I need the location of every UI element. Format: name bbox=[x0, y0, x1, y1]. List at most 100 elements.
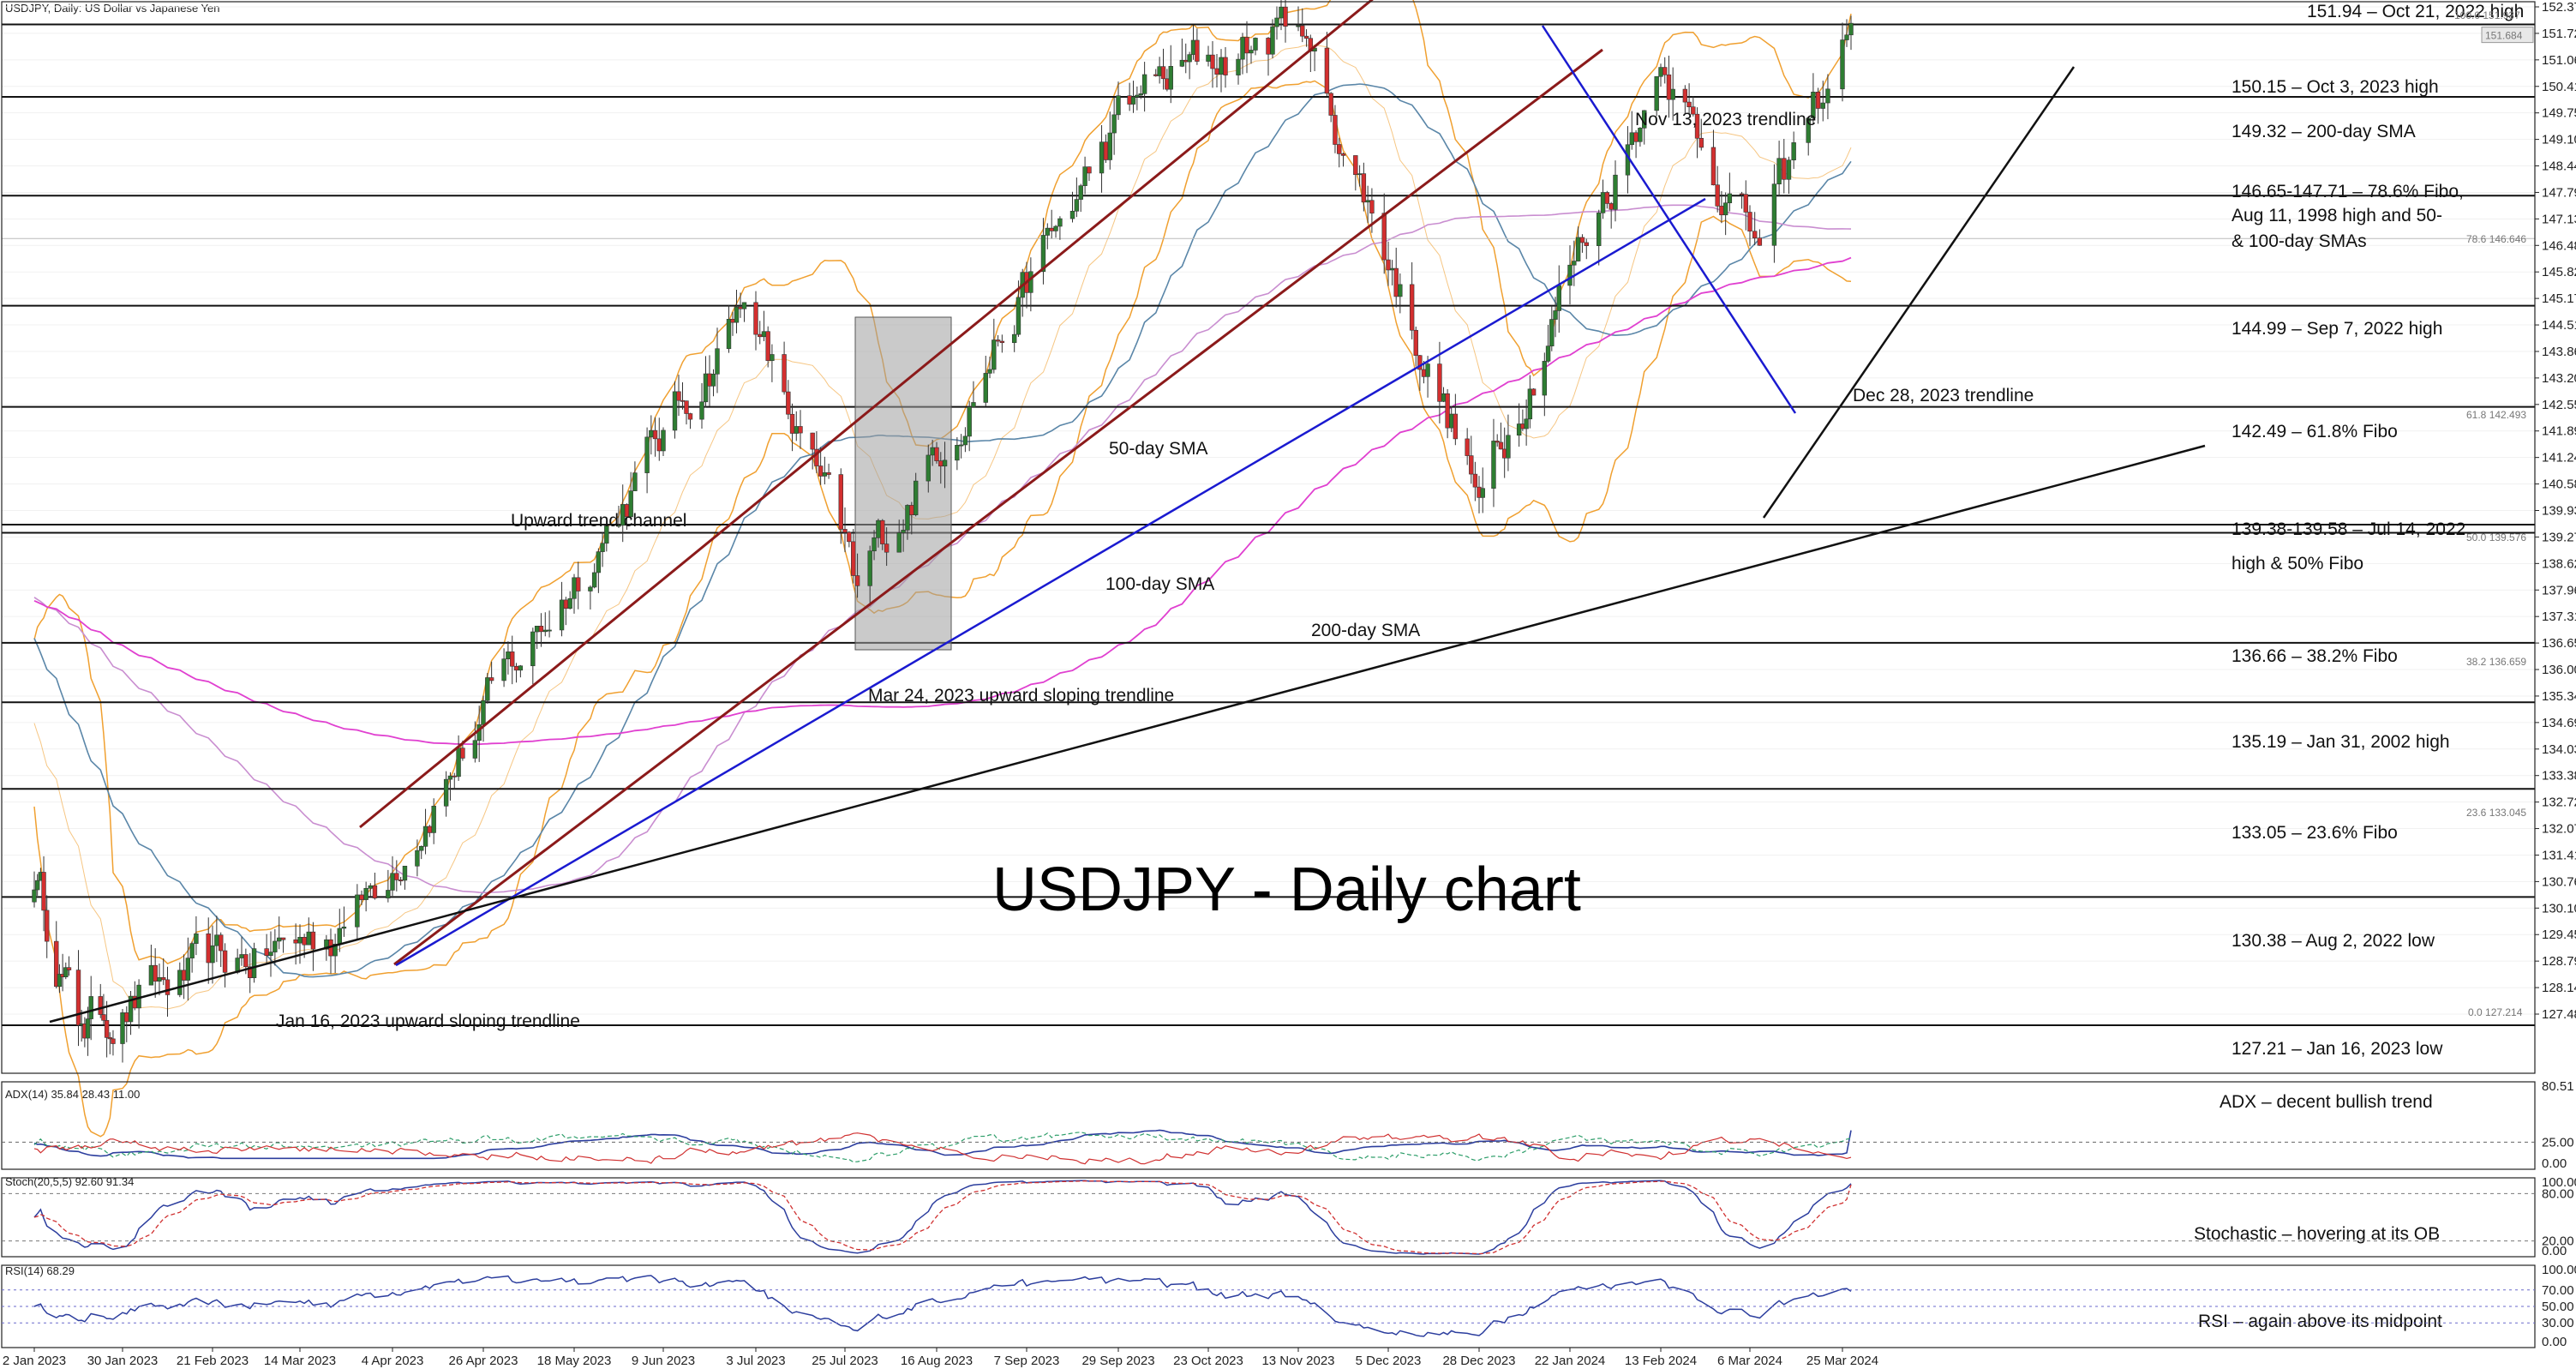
candle bbox=[422, 808, 428, 855]
candle bbox=[1638, 127, 1643, 147]
candle bbox=[1130, 81, 1136, 113]
candle bbox=[1074, 177, 1080, 218]
date-tick-label: 26 Apr 2023 bbox=[449, 1354, 518, 1368]
candle bbox=[1337, 137, 1342, 168]
candle bbox=[75, 950, 81, 1047]
candle bbox=[1253, 37, 1258, 56]
candle bbox=[1107, 111, 1112, 170]
price-tick-label: 128.140 bbox=[2542, 981, 2576, 995]
candle bbox=[1840, 22, 1845, 102]
candle bbox=[851, 529, 856, 584]
level-label-136-66: 136.66 – 38.2% Fibo bbox=[2232, 646, 2398, 666]
indicator-tick-label: 50.00 bbox=[2542, 1300, 2574, 1314]
level-label-127-21: 127.21 – Jan 16, 2023 low bbox=[2232, 1039, 2443, 1059]
price-tick-label: 143.860 bbox=[2542, 345, 2576, 359]
annotation-sma50: 50-day SMA bbox=[1109, 439, 1208, 459]
candle bbox=[1195, 28, 1200, 65]
candle bbox=[1160, 48, 1166, 90]
candle bbox=[983, 356, 988, 407]
candle bbox=[1567, 245, 1573, 305]
candle bbox=[818, 447, 824, 485]
candle bbox=[251, 942, 257, 983]
mar24-trendline bbox=[395, 197, 1706, 967]
channel-lower-line bbox=[393, 48, 1603, 966]
candle bbox=[661, 427, 666, 457]
candle bbox=[1698, 118, 1704, 151]
price-tick-label: 151.065 bbox=[2542, 53, 2576, 68]
candle bbox=[942, 441, 948, 489]
candle bbox=[394, 860, 399, 892]
candle bbox=[1710, 129, 1716, 186]
candle bbox=[567, 591, 572, 609]
candle bbox=[161, 958, 166, 986]
symbol-header: USDJPY, Daily: US Dollar vs Japanese Yen bbox=[5, 2, 220, 15]
price-tick-label: 128.795 bbox=[2542, 954, 2576, 969]
channel-upper-line bbox=[359, 0, 1374, 829]
candle bbox=[1815, 87, 1821, 124]
date-tick-label: 18 May 2023 bbox=[537, 1354, 612, 1368]
panel-frame bbox=[1, 1081, 2536, 1170]
candle bbox=[386, 869, 391, 903]
candle bbox=[810, 432, 815, 470]
candle bbox=[368, 883, 373, 897]
price-tick-label: 137.310 bbox=[2542, 609, 2576, 624]
candle bbox=[880, 519, 885, 550]
candle bbox=[1722, 192, 1728, 236]
candle bbox=[510, 635, 515, 685]
annotation-mar24: Mar 24, 2023 upward sloping trendline bbox=[868, 686, 1174, 706]
candle bbox=[901, 519, 906, 552]
candle bbox=[273, 928, 278, 966]
candle bbox=[1811, 73, 1816, 124]
candle bbox=[854, 553, 860, 598]
date-tick-label: 21 Feb 2023 bbox=[177, 1354, 249, 1368]
trendlines bbox=[49, 0, 2206, 1024]
candle bbox=[741, 302, 747, 322]
chart-title: USDJPY - Daily chart bbox=[992, 856, 1581, 924]
candles-layer bbox=[32, 0, 1854, 1063]
candle bbox=[297, 924, 303, 964]
price-tick-label: 150.410 bbox=[2542, 80, 2576, 94]
indicator-tick-label: 80.51 bbox=[2542, 1079, 2574, 1094]
candle bbox=[1270, 19, 1275, 59]
candle bbox=[1495, 434, 1500, 447]
price-tick-label: 138.620 bbox=[2542, 556, 2576, 571]
candle bbox=[1283, 0, 1288, 43]
candle bbox=[415, 839, 420, 877]
annotation-trend-channel: Upward trend channel bbox=[511, 511, 686, 531]
level-label-fibo-line2: Aug 11, 1998 high and 50- bbox=[2232, 206, 2442, 225]
candle bbox=[1138, 85, 1143, 99]
candle bbox=[576, 561, 581, 609]
candle bbox=[676, 375, 681, 417]
candle bbox=[1727, 172, 1733, 212]
jan16-trendline bbox=[49, 444, 2206, 1024]
level-label-fibo-line3: & 100-day SMAs bbox=[2232, 231, 2367, 251]
date-tick-label: 16 Aug 2023 bbox=[901, 1354, 973, 1368]
candle bbox=[596, 548, 602, 593]
candle bbox=[1393, 247, 1399, 308]
adx-comment: ADX – decent bullish trend bbox=[2220, 1092, 2433, 1112]
nov13-trendline bbox=[1541, 25, 1797, 414]
indicator-tick-label: 0.00 bbox=[2542, 1156, 2567, 1171]
candle bbox=[798, 410, 803, 449]
candle bbox=[1413, 326, 1418, 367]
candle bbox=[789, 403, 795, 452]
panel-frame bbox=[1, 1177, 2536, 1258]
indicator-tick-label: 0.00 bbox=[2542, 1335, 2567, 1349]
candle bbox=[1274, 6, 1279, 40]
candle bbox=[715, 327, 720, 393]
candle bbox=[995, 335, 1001, 347]
candle bbox=[128, 990, 134, 1036]
price-tick-label: 140.585 bbox=[2542, 477, 2576, 492]
candle bbox=[98, 983, 103, 1018]
price-tick-label: 152.375 bbox=[2542, 0, 2576, 15]
candle bbox=[1210, 40, 1215, 88]
candle bbox=[177, 962, 183, 998]
price-tick-label: 141.240 bbox=[2542, 451, 2576, 465]
price-tick-label: 127.485 bbox=[2542, 1007, 2576, 1022]
price-tick-label: 135.345 bbox=[2542, 689, 2576, 704]
level-label-sma200: 149.32 – 200-day SMA bbox=[2232, 122, 2416, 141]
stoch-comment: Stochastic – hovering at its OB bbox=[2194, 1224, 2440, 1244]
candle bbox=[1642, 110, 1647, 145]
candle bbox=[120, 1009, 125, 1063]
fibo-label-0: 0.0 127.214 bbox=[2468, 1006, 2523, 1018]
